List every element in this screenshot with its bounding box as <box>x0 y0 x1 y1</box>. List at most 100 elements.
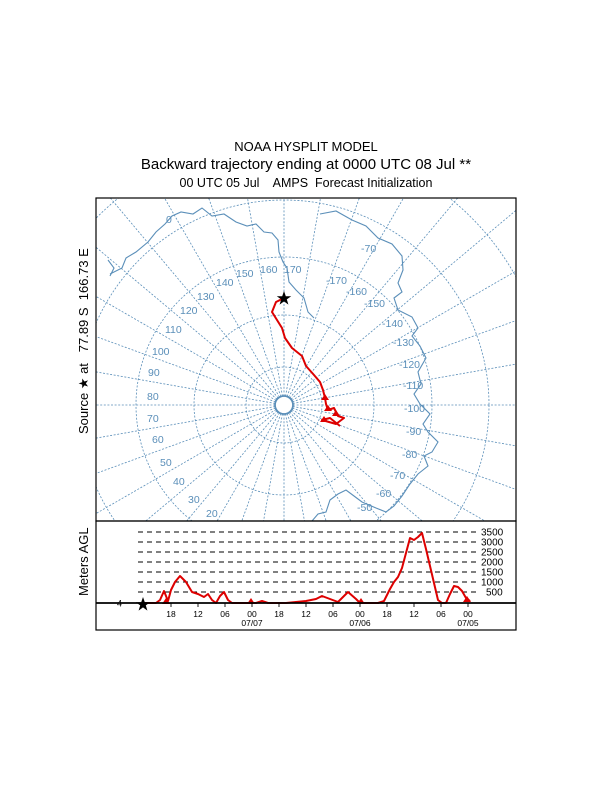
date-label: 07/07 <box>241 618 263 628</box>
hour-label: 18 <box>166 609 176 619</box>
meridian-line <box>96 406 276 439</box>
trajectory-markers <box>320 394 340 422</box>
trajectory-marker <box>321 394 329 400</box>
meridian-line <box>263 413 283 521</box>
lon-label: -150 <box>364 298 385 310</box>
lon-label: 40 <box>173 476 185 488</box>
ice-shelf-edge <box>107 259 115 277</box>
height-label: 1000 <box>481 578 504 589</box>
meridian-line <box>288 198 404 398</box>
meridian-line <box>285 413 305 521</box>
hour-label: 00 <box>463 609 473 619</box>
height-label: 3500 <box>481 528 504 539</box>
lon-label: -140 <box>382 318 403 330</box>
lon-label: 140 <box>216 277 234 289</box>
lon-label: 80 <box>147 391 159 403</box>
meridian-line <box>292 320 516 403</box>
lon-label: -160 <box>346 286 367 298</box>
trajectory-title: Backward trajectory ending at 0000 UTC 0… <box>140 156 472 173</box>
date-label: 07/05 <box>457 618 479 628</box>
hour-label: 12 <box>301 609 311 619</box>
height-labels: 3500 3000 2500 2000 1500 1000 500 <box>481 528 504 599</box>
meridian-line <box>96 371 276 404</box>
meridian-line <box>290 410 423 521</box>
meridian-line <box>286 198 360 397</box>
height-label: 2500 <box>481 548 504 559</box>
lon-label: -120 <box>399 359 420 371</box>
lon-label: 90 <box>148 367 160 379</box>
profile-source-star <box>135 597 151 611</box>
meridian-line <box>285 198 321 397</box>
forecast-subtitle: 00 UTC 05 Jul AMPS Forecast Initializati… <box>179 176 433 190</box>
meridian-line <box>286 413 327 521</box>
profile-frame <box>95 520 517 631</box>
meridian-line <box>96 407 276 474</box>
meridian-line <box>241 413 282 521</box>
lon-label: 20 <box>206 508 218 520</box>
meridian-line <box>291 409 486 521</box>
lon-label: 0 <box>166 214 172 226</box>
meridian-line <box>289 411 382 521</box>
date-label: 07/06 <box>349 618 371 628</box>
lon-label: 30 <box>188 494 200 506</box>
lat-circle <box>245 366 323 444</box>
map-panel: 0 20 30 40 50 60 70 80 90 100 110 120 13… <box>96 198 516 521</box>
lon-label: 160 <box>260 264 278 276</box>
height-profile-panel: 3500 3000 2500 2000 1500 1000 500 4 <box>95 520 517 631</box>
lat-circle <box>135 256 433 521</box>
hour-label: 00 <box>247 609 257 619</box>
meridian-line <box>247 198 283 397</box>
meridian-line <box>145 410 278 521</box>
meridian-line <box>292 363 516 404</box>
coastline-east <box>109 207 315 319</box>
lon-label: 120 <box>180 305 198 317</box>
meridian-line <box>289 198 459 399</box>
ground-level-label: 4 <box>117 599 122 609</box>
meridian-line <box>292 406 516 447</box>
lon-label: 50 <box>160 457 172 469</box>
longitude-labels: 0 20 30 40 50 60 70 80 90 100 110 120 13… <box>147 214 425 520</box>
lon-label: -50 <box>357 502 372 514</box>
trajectory-marker <box>324 405 332 411</box>
height-label: 3000 <box>481 538 504 549</box>
lon-label: 100 <box>152 346 170 358</box>
hour-label: 06 <box>220 609 230 619</box>
lon-label: -130 <box>393 337 414 349</box>
hour-label: 06 <box>328 609 338 619</box>
longitude-lines <box>96 198 516 521</box>
hour-label: 12 <box>409 609 419 619</box>
source-star <box>276 291 292 305</box>
trajectory-marker <box>320 416 328 422</box>
meridian-line <box>292 407 516 490</box>
meridian-line <box>291 270 516 401</box>
lon-label: 170 <box>284 264 302 276</box>
time-ticks <box>170 603 469 607</box>
pole-circle <box>274 395 294 415</box>
lon-label: -60 <box>376 488 391 500</box>
lon-label: 130 <box>197 291 215 303</box>
meridian-line <box>96 246 278 400</box>
hour-label: 06 <box>436 609 446 619</box>
trajectory-path <box>271 297 345 427</box>
lon-label: -170 <box>326 275 347 287</box>
lon-label: 70 <box>147 413 159 425</box>
height-label: 500 <box>486 588 503 599</box>
meridian-line <box>96 295 277 401</box>
hour-labels: 18 12 06 00 18 12 06 00 18 12 06 00 <box>166 609 473 619</box>
model-title: NOAA HYSPLIT MODEL <box>234 139 378 154</box>
lon-label: -100 <box>404 403 425 415</box>
date-labels: 07/07 07/06 07/05 <box>241 618 479 628</box>
lon-label: 60 <box>152 434 164 446</box>
trajectory-marker <box>332 410 340 416</box>
coastline-west <box>311 210 439 521</box>
meridian-line <box>109 198 279 399</box>
height-gridlines <box>138 531 476 593</box>
lon-label: 110 <box>165 324 182 336</box>
coastline <box>107 207 439 521</box>
lon-label: -70 <box>361 243 376 255</box>
hour-label: 18 <box>274 609 284 619</box>
lon-label: -110 <box>403 380 423 392</box>
meridian-line <box>96 409 277 515</box>
hour-label: 00 <box>355 609 365 619</box>
hour-label: 12 <box>193 609 203 619</box>
